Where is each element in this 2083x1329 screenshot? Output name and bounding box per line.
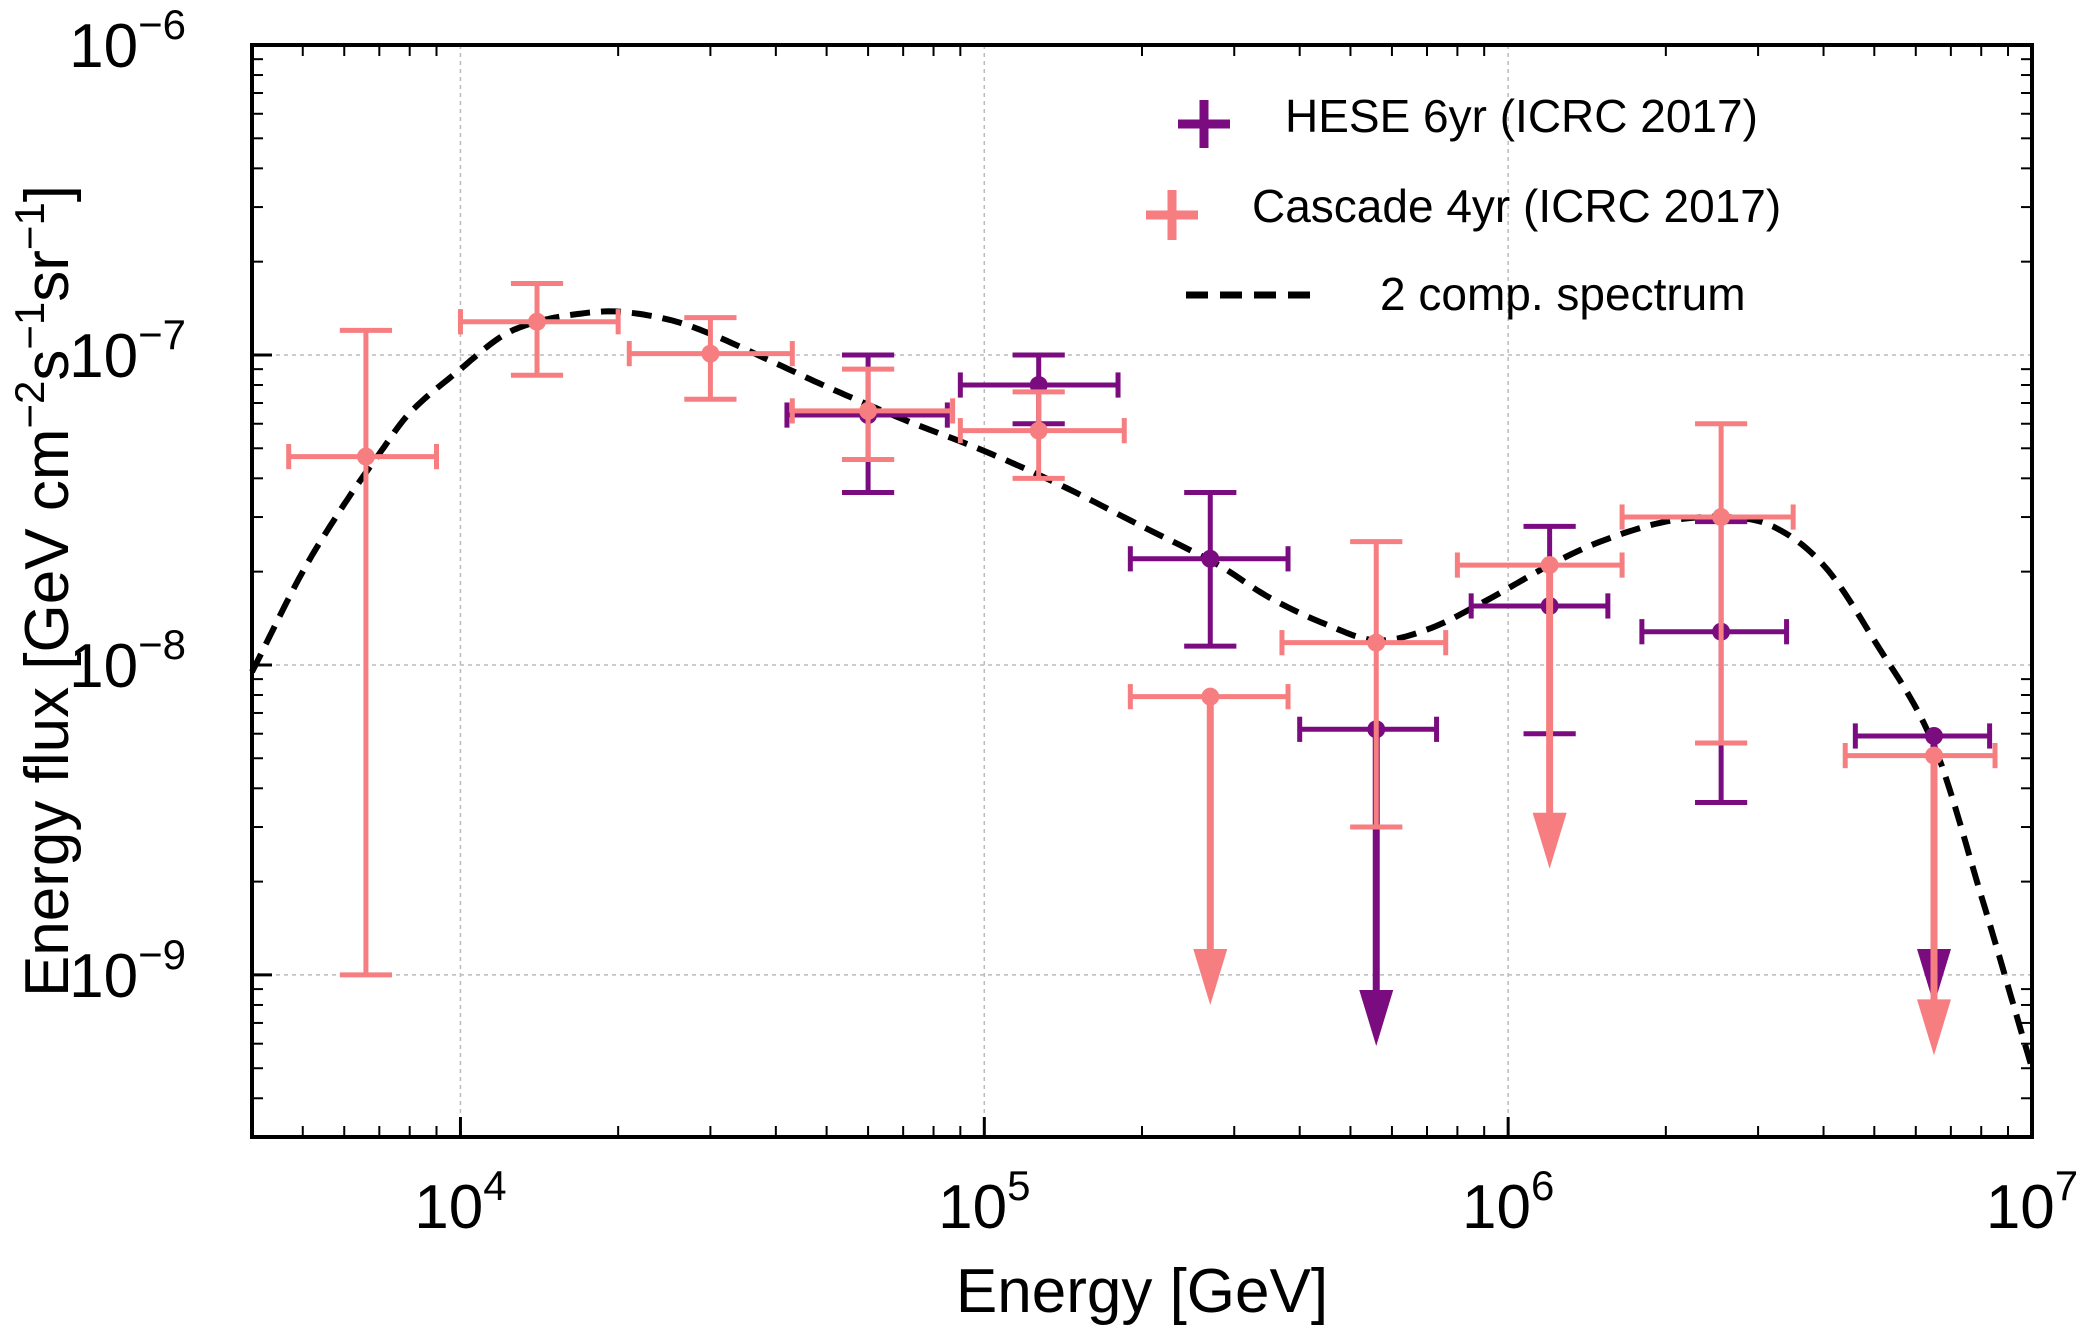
cascade-data-point — [1279, 539, 1449, 830]
cascade-data-point — [1842, 742, 1998, 1056]
cascade-data-point — [957, 389, 1127, 481]
cascade-upper-limit-arrowhead — [1916, 999, 1951, 1056]
y-tick-label: 10−8 — [69, 621, 186, 701]
y-axis-title-close: ] — [13, 185, 82, 202]
y-tick-label-base: 10 — [69, 942, 138, 1011]
cascade-upper-limit-arrowhead — [1193, 948, 1228, 1005]
cascade-data-point — [1619, 421, 1796, 746]
legend: HESE 6yr (ICRC 2017) Cascade 4yr (ICRC 2… — [1146, 90, 1781, 320]
y-tick-label: 10−6 — [69, 1, 186, 81]
cascade-marker — [1540, 556, 1559, 575]
cascade-marker — [528, 312, 547, 331]
y-tick-label: 10−9 — [69, 931, 186, 1011]
y-tick-label-exp: −6 — [138, 1, 186, 48]
x-axis-title: Energy [GeV] — [956, 1257, 1328, 1326]
legend-marker-hese — [1178, 100, 1230, 148]
cascade-marker — [356, 447, 375, 466]
x-tick-label-base: 10 — [938, 1173, 1007, 1242]
cascade-marker — [1712, 508, 1731, 527]
y-tick-label-exp: −9 — [138, 931, 186, 978]
x-tick-label: 106 — [1462, 1162, 1554, 1242]
y-tick-label-exp: −8 — [138, 621, 186, 668]
plot-frame — [250, 43, 2034, 1139]
y-axis-title-sr: sr — [13, 250, 82, 302]
x-tick-label-base: 10 — [1462, 1173, 1531, 1242]
y-tick-label-base: 10 — [69, 632, 138, 701]
cascade-marker — [1924, 746, 1943, 765]
y-axis-title-main: Energy flux [GeV cm — [13, 429, 82, 998]
cascade-marker — [1029, 421, 1048, 440]
hese-data-point — [1127, 490, 1291, 649]
hese-upper-limit-arrowhead — [1359, 989, 1394, 1046]
cascade-data-point — [626, 315, 795, 402]
x-tick-label: 107 — [1986, 1162, 2078, 1242]
cascade-data-point — [457, 281, 621, 378]
hese-marker — [1201, 549, 1220, 568]
y-tick-label: 10−7 — [69, 311, 186, 391]
x-tick-label-exp: 4 — [483, 1162, 506, 1209]
y-axis-title-exp-s: −1 — [6, 302, 53, 350]
cascade-marker — [701, 344, 720, 363]
cascade-upper-limit-arrowhead — [1532, 812, 1567, 869]
y-tick-label-base: 10 — [69, 322, 138, 391]
y-axis-title-exp-sr: −1 — [6, 202, 53, 250]
y-axis-title-exp-cm: −2 — [6, 381, 53, 429]
grid — [252, 45, 2032, 1137]
x-tick-label-exp: 6 — [1531, 1162, 1554, 1209]
x-tick-label-base: 10 — [1986, 1173, 2055, 1242]
y-tick-label-exp: −7 — [138, 311, 186, 358]
x-tick-label-base: 10 — [414, 1173, 483, 1242]
y-axis-title-s: s — [13, 350, 82, 381]
x-tick-label: 104 — [414, 1162, 506, 1242]
cascade-marker — [1367, 633, 1386, 652]
y-axis-title: Energy flux [GeV cm−2s−1sr−1] — [6, 185, 82, 997]
cascade-data-point — [286, 327, 439, 978]
x-tick-label: 105 — [938, 1162, 1030, 1242]
cascade-data-point — [1127, 684, 1291, 1005]
legend-label-hese: HESE 6yr (ICRC 2017) — [1285, 90, 1758, 142]
y-tick-label-base: 10 — [69, 12, 138, 81]
legend-marker-cascade — [1146, 190, 1198, 240]
hese-marker — [1924, 726, 1943, 745]
legend-label-model: 2 comp. spectrum — [1380, 268, 1746, 320]
legend-label-cascade: Cascade 4yr (ICRC 2017) — [1252, 180, 1781, 232]
x-tick-label-exp: 5 — [1007, 1162, 1030, 1209]
data-points-layer — [286, 281, 1998, 1056]
cascade-marker — [1201, 687, 1220, 706]
cascade-data-point — [1454, 552, 1625, 869]
cascade-marker — [859, 401, 878, 420]
x-tick-label-exp: 7 — [2055, 1162, 2078, 1209]
cascade-data-point — [789, 366, 956, 463]
